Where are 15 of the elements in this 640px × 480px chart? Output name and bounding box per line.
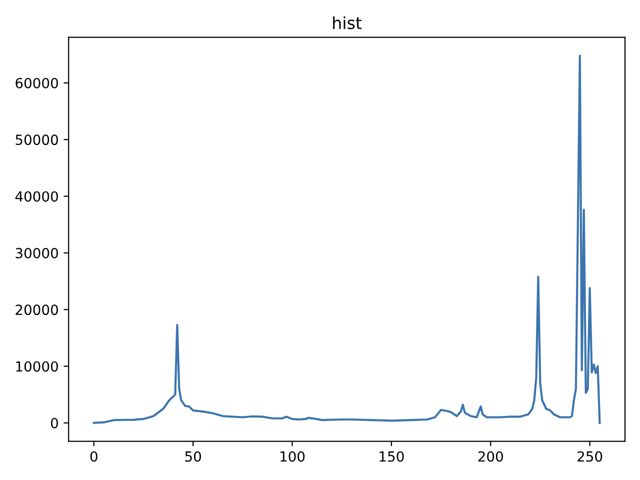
line-series [92,54,601,424]
y-tick-label: 50000 [16,134,58,146]
x-tick-label: 100 [280,451,305,462]
x-tick-label: 0 [90,451,98,462]
chart-title: hist [333,16,362,30]
x-tick-label: 150 [380,451,404,462]
y-tick-label: 30000 [16,248,58,258]
y-tick-label: 10000 [16,361,58,372]
x-tick-label: 50 [185,451,201,462]
y-tick-label: 40000 [15,191,58,202]
x-tick-label: 250 [578,451,602,462]
x-tick-label: 200 [478,451,503,462]
y-tick-label: 20000 [16,304,58,316]
y-tick-label: 60000 [16,78,58,88]
y-tick-label: 0 [50,418,58,428]
